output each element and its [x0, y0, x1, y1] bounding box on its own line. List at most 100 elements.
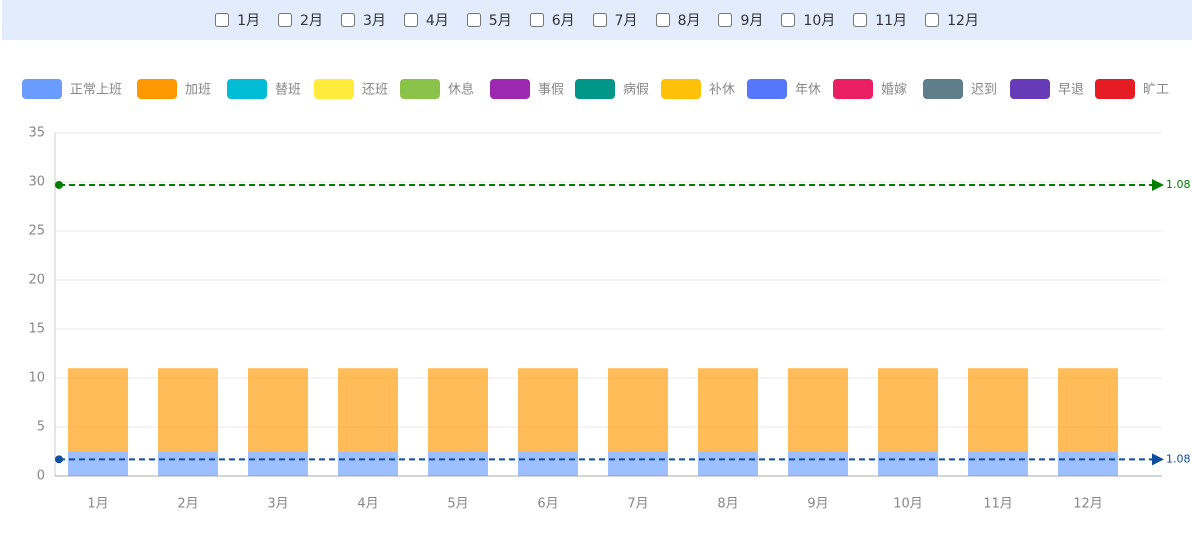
checkbox-label: 9月	[740, 13, 764, 29]
checkbox[interactable]	[215, 13, 230, 27]
legend-label[interactable]: 还班	[362, 83, 388, 98]
legend-swatch[interactable]	[490, 79, 530, 99]
checkbox[interactable]	[718, 13, 733, 27]
y-tick-label: 35	[28, 126, 45, 141]
checkbox[interactable]	[278, 13, 293, 27]
legend-label[interactable]: 婚嫁	[881, 83, 907, 98]
legend-swatch[interactable]	[314, 79, 354, 99]
x-tick-label: 5月	[447, 497, 468, 512]
month-checkbox[interactable]: 11月	[853, 10, 907, 30]
y-tick-label: 20	[28, 273, 45, 288]
legend-label[interactable]: 旷工	[1143, 83, 1169, 98]
mark-line-arrow	[1152, 178, 1164, 191]
legend-label[interactable]: 替班	[275, 83, 301, 98]
checkbox-label: 12月	[947, 13, 979, 29]
mark-line-start	[55, 455, 63, 464]
month-checkbox[interactable]: 5月	[466, 10, 512, 30]
checkbox-label: 7月	[614, 13, 638, 29]
bar-segment	[608, 451, 668, 476]
bar-segment	[428, 368, 488, 452]
chart: 正常上班 加班 替班 还班 休息 事假 病假 补休 年休 婚嫁 迟到 早退 旷工 0 5 10 15 20 25 30…	[22, 79, 1191, 512]
checkbox-label: 8月	[677, 13, 701, 29]
legend-swatch[interactable]	[833, 79, 873, 99]
legend-swatch[interactable]	[400, 79, 440, 99]
checkbox[interactable]	[466, 13, 481, 27]
legend-label[interactable]: 年休	[795, 83, 821, 98]
checkbox-label: 3月	[362, 13, 386, 29]
legend-swatch[interactable]	[22, 79, 62, 99]
checkbox[interactable]	[925, 13, 940, 27]
month-checkbox[interactable]: 4月	[403, 10, 449, 30]
month-checkbox[interactable]: 7月	[592, 10, 638, 30]
month-checkbox[interactable]: 3月	[340, 10, 386, 30]
bar-segment	[788, 368, 848, 452]
legend-label[interactable]: 休息	[448, 82, 474, 98]
legend-label[interactable]: 补休	[709, 83, 735, 98]
month-checkbox[interactable]: 10月	[781, 10, 835, 30]
bar-segment	[248, 368, 308, 452]
checkbox-label: 4月	[425, 13, 449, 29]
month-checkbox[interactable]: 9月	[718, 10, 763, 30]
checkbox-label: 6月	[551, 13, 575, 29]
legend-swatch[interactable]	[923, 79, 963, 99]
checkbox[interactable]	[655, 13, 670, 27]
legend-label[interactable]: 加班	[185, 83, 211, 98]
y-tick-label: 0	[37, 469, 45, 484]
legend-swatch[interactable]	[575, 79, 615, 99]
month-checkbox[interactable]: 12月	[925, 10, 979, 30]
bar-segment	[248, 451, 308, 476]
month-checkbox[interactable]: 1月	[215, 10, 260, 30]
bar-segment	[968, 368, 1028, 452]
x-tick-label: 2月	[177, 497, 198, 512]
x-tick-label: 9月	[807, 497, 828, 512]
checkbox[interactable]	[403, 13, 418, 27]
bar-segment	[1058, 451, 1118, 476]
x-tick-label: 1月	[87, 497, 108, 512]
mark-line-label: 1.08	[1166, 452, 1191, 465]
legend-swatch[interactable]	[661, 79, 701, 99]
month-checkbox[interactable]: 8月	[655, 10, 701, 30]
legend-swatch[interactable]	[747, 79, 787, 99]
month-checkbox[interactable]: 2月	[278, 10, 323, 30]
mark-line-arrow	[1152, 453, 1164, 466]
legend-label[interactable]: 正常上班	[70, 83, 122, 98]
x-tick-label: 10月	[893, 497, 923, 512]
x-tick-label: 12月	[1073, 497, 1103, 512]
checkbox[interactable]	[592, 13, 607, 27]
y-tick-label: 5	[37, 420, 45, 435]
checkbox[interactable]	[340, 13, 355, 27]
x-tick-label: 6月	[537, 497, 558, 512]
checkbox[interactable]	[529, 13, 544, 27]
legend-label[interactable]: 早退	[1058, 83, 1084, 98]
checkbox[interactable]	[853, 13, 868, 27]
y-tick-label: 10	[28, 371, 45, 386]
checkbox[interactable]	[781, 13, 796, 27]
month-checkbox[interactable]: 6月	[529, 10, 575, 30]
bar-segment	[158, 451, 218, 476]
mark-line-label: 1.08	[1166, 178, 1191, 191]
legend-label[interactable]: 事假	[538, 83, 564, 98]
bar-segment	[68, 368, 128, 452]
legend-swatch[interactable]	[1095, 79, 1135, 99]
bar-segment	[338, 368, 398, 452]
bar-segment	[698, 451, 758, 476]
legend-label[interactable]: 迟到	[971, 83, 997, 98]
legend-swatch[interactable]	[1010, 79, 1050, 99]
bar-segment	[878, 368, 938, 452]
month-filter: 1月 2月 3月 4月 5月 6月 7月 8月 9月 10月 11月 12月	[2, 0, 1192, 40]
mark-line-start	[55, 180, 63, 189]
bar-segment	[788, 451, 848, 476]
bar-segment	[698, 368, 758, 452]
legend-swatch[interactable]	[137, 79, 177, 99]
bar-segment	[1058, 368, 1118, 452]
bar-segment	[518, 368, 578, 452]
bar-segment	[68, 451, 128, 476]
legend-swatch[interactable]	[227, 79, 267, 99]
legend-label[interactable]: 病假	[623, 83, 649, 98]
checkbox-label: 5月	[488, 13, 512, 29]
bar-segment	[518, 451, 578, 476]
y-tick-label: 30	[28, 175, 45, 190]
bar-segment	[338, 451, 398, 476]
checkbox-label: 2月	[300, 13, 323, 29]
